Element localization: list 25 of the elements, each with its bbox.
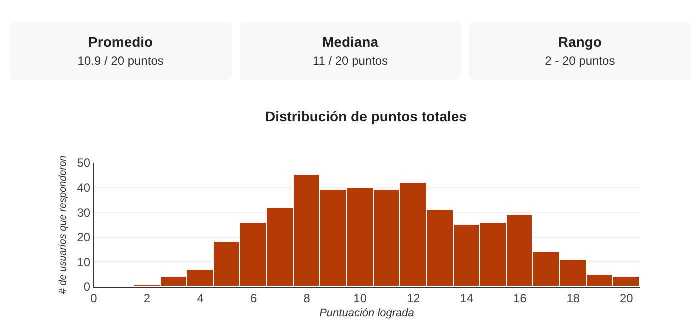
x-tick-label: 4 xyxy=(197,291,204,306)
y-tick-label: 20 xyxy=(77,230,91,245)
x-tick-label: 10 xyxy=(354,291,368,306)
x-tick-label: 14 xyxy=(460,291,474,306)
text: 2 - 20 puntos xyxy=(544,54,616,68)
text: Rango xyxy=(557,34,603,50)
x-tick-label: 2 xyxy=(144,291,151,306)
text: Mediana xyxy=(322,34,380,50)
x-tick-label: 8 xyxy=(304,291,311,306)
x-tick-label: 6 xyxy=(250,291,258,306)
x-tick-label: 16 xyxy=(513,291,528,306)
x-tick-label: 18 xyxy=(566,291,580,306)
y-tick-label: 50 xyxy=(77,156,91,170)
x-axis-title: Puntuación lograda xyxy=(320,308,414,320)
y-tick-label: 0 xyxy=(84,280,91,294)
y-tick-label: 10 xyxy=(77,255,91,270)
y-tick-label: 30 xyxy=(77,206,91,220)
text: 10.9 / 20 puntos xyxy=(76,54,165,68)
y-axis-title: # de usuarios que responderon xyxy=(58,155,70,294)
text: Promedio xyxy=(88,34,154,50)
chart-title: Distribución de puntos totales xyxy=(265,108,468,125)
text: 11 / 20 puntos xyxy=(312,54,390,68)
y-tick-label: 40 xyxy=(77,181,91,195)
x-tick-label: 12 xyxy=(406,291,421,306)
x-tick-label: 20 xyxy=(620,291,634,306)
